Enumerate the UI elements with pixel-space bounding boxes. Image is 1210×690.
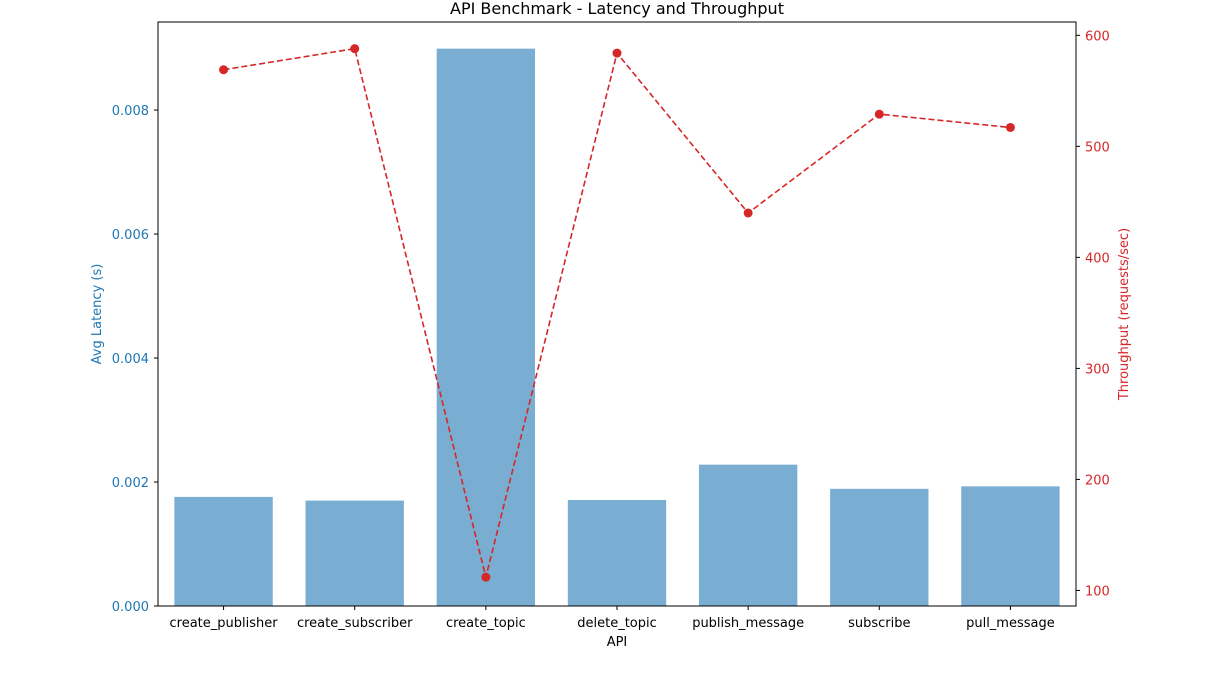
x-tick-label: create_subscriber <box>297 616 413 631</box>
y-right-tick-label: 600 <box>1085 29 1110 44</box>
x-tick-label: pull_message <box>966 616 1055 631</box>
y-left-tick-label: 0.004 <box>112 352 149 367</box>
throughput-point-subscribe <box>874 109 884 119</box>
y-left-tick-label: 0.008 <box>112 104 149 119</box>
x-tick-label: subscribe <box>848 616 910 631</box>
x-tick-label: create_publisher <box>170 616 279 631</box>
throughput-point-delete_topic <box>612 48 622 58</box>
bar-delete_topic <box>567 499 667 606</box>
y-right-tick-label: 400 <box>1085 251 1110 266</box>
x-axis-label: API <box>607 635 628 650</box>
x-tick-label: delete_topic <box>577 616 657 631</box>
bar-create_publisher <box>174 496 273 606</box>
x-tick-label: create_topic <box>446 616 526 631</box>
throughput-point-publish_message <box>743 208 753 218</box>
bars-layer <box>174 48 1060 606</box>
x-tick-label: publish_message <box>692 616 804 631</box>
bar-publish_message <box>698 464 798 606</box>
throughput-point-pull_message <box>1005 122 1015 132</box>
bar-create_topic <box>436 48 536 606</box>
bar-subscribe <box>830 488 929 606</box>
y-right-tick-label: 200 <box>1085 473 1110 488</box>
x-axis: create_publisher create_subscriber create_… <box>170 606 1055 631</box>
y-left-tick-label: 0.006 <box>112 228 149 243</box>
bar-pull_message <box>961 486 1060 606</box>
y-right-tick-label: 100 <box>1085 584 1110 599</box>
throughput-point-create_topic <box>481 572 491 582</box>
y-right-tick-label: 500 <box>1085 140 1110 155</box>
y-axis-left-label: Avg Latency (s) <box>90 264 105 365</box>
bar-create_subscriber <box>305 500 404 606</box>
throughput-point-create_publisher <box>219 65 229 75</box>
y-right-tick-label: 300 <box>1085 362 1110 377</box>
line-layer <box>219 44 1015 582</box>
y-left-tick-label: 0.000 <box>112 600 149 615</box>
y-left-tick-label: 0.002 <box>112 476 149 491</box>
throughput-point-create_subscriber <box>350 44 360 54</box>
y-axis-left: 0.000 0.002 0.004 0.006 0.008 <box>112 104 158 615</box>
chart-title: API Benchmark - Latency and Throughput <box>450 0 784 18</box>
y-axis-right-label: Throughput (requests/sec) <box>1117 228 1132 401</box>
y-axis-right: 100 200 300 400 500 600 <box>1076 29 1110 599</box>
